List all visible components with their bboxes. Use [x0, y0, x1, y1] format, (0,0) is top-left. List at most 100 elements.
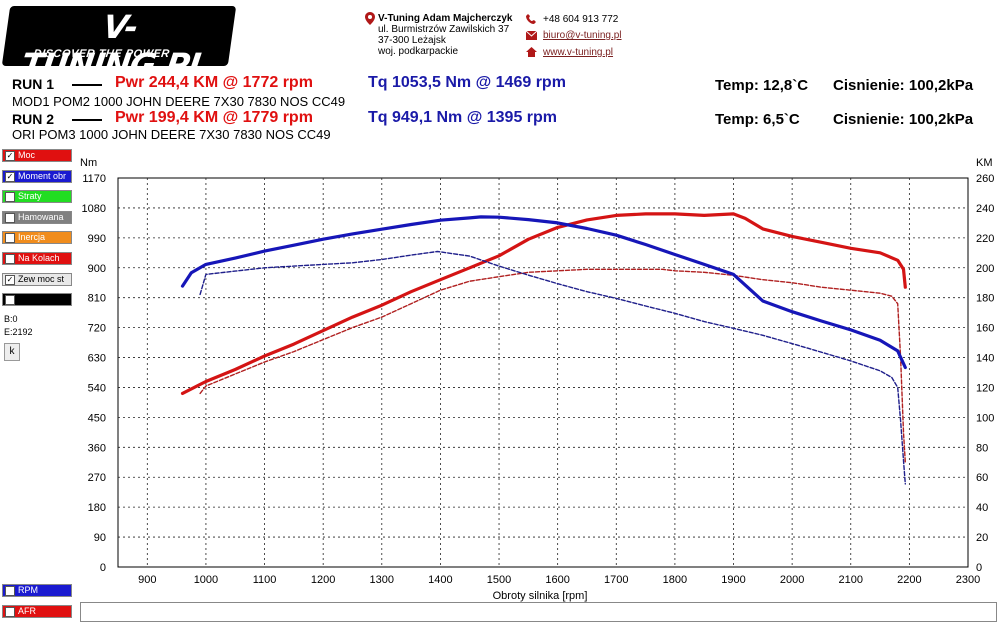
y-left-tick-label: 990: [88, 233, 106, 245]
legend-item-4[interactable]: Inercja: [2, 231, 72, 245]
phone-icon: [526, 14, 536, 24]
y-right-tick-label: 120: [976, 382, 994, 394]
run1-pressure: Cisnienie: 100,2kPa: [833, 77, 974, 94]
run1-line-sample: [72, 84, 102, 86]
run2-line-sample: [72, 119, 102, 121]
status-bar: [80, 602, 997, 622]
x-tick-label: 1100: [253, 574, 277, 586]
y-left-tick-label: 360: [88, 442, 106, 454]
y-left-tick-label: 540: [88, 382, 106, 394]
legend-label: Moc: [18, 150, 36, 160]
x-tick-label: 2100: [839, 574, 863, 586]
legend-label: Zew moc st: [18, 273, 65, 284]
series-line-0: [180, 212, 907, 395]
contact-phone: +48 604 913 772: [543, 14, 619, 25]
chart-axes: 900 1000 1100 1200 1300 1400 1500 1600 1700 1800 1…: [82, 173, 995, 586]
run1-temp: Temp: 12,8`C: [715, 77, 809, 94]
y-right-tick-label: 240: [976, 203, 994, 215]
run2-temp: Temp: 6,5`C: [715, 111, 800, 128]
legend-checkbox[interactable]: [5, 606, 15, 617]
legend-item-7[interactable]: [2, 293, 72, 307]
contact-email[interactable]: biuro@v-tuning.pl: [543, 30, 622, 41]
y-axis-left-label: Nm: [80, 157, 97, 169]
x-axis-label: Obroty silnika [rpm]: [493, 590, 588, 602]
y-left-tick-label: 1170: [82, 173, 106, 185]
contact-address: V-Tuning Adam Majcherczyk ul. Burmistrzó…: [378, 13, 512, 57]
y-left-tick-label: 630: [88, 353, 106, 365]
legend-label: RPM: [18, 585, 38, 595]
run2-label: RUN 2: [12, 111, 55, 127]
y-left-tick-label: 810: [88, 293, 106, 305]
run1-label: RUN 1: [12, 76, 55, 92]
k-button[interactable]: k: [4, 343, 20, 361]
run2-pressure: Cisnienie: 100,2kPa: [833, 111, 974, 128]
run1-torque: Tq 1053,5 Nm @ 1469 rpm: [368, 74, 566, 91]
y-right-tick-label: 200: [976, 263, 994, 275]
address-street: ul. Burmistrzów Zawilskich 37: [378, 24, 510, 35]
y-right-tick-label: 60: [976, 472, 988, 484]
legend-checkbox[interactable]: [5, 212, 15, 223]
y-left-tick-label: 450: [88, 412, 106, 424]
legend-label: Moment obr: [18, 170, 67, 181]
x-tick-label: 1900: [721, 574, 745, 586]
y-left-tick-label: 0: [100, 562, 106, 574]
y-right-tick-label: 140: [976, 353, 994, 365]
series-line-1: [199, 268, 906, 463]
legend-bottom-item-1[interactable]: AFR: [2, 604, 72, 618]
legend-item-6[interactable]: ✓ Zew moc st: [2, 272, 72, 286]
legend-checkbox[interactable]: ✓: [5, 274, 15, 285]
y-right-tick-label: 160: [976, 323, 994, 335]
run2-description: ORI POM3 1000 JOHN DEERE 7X30 7830 NOS C…: [12, 127, 331, 142]
logo-tagline: DISCOVER THE POWER: [32, 48, 171, 60]
run1-description: MOD1 POM2 1000 JOHN DEERE 7X30 7830 NOS …: [12, 94, 346, 109]
legend-item-5[interactable]: Na Kolach: [2, 252, 72, 265]
x-tick-label: 900: [138, 574, 156, 586]
run2-torque: Tq 949,1 Nm @ 1395 rpm: [368, 109, 558, 126]
y-left-tick-label: 180: [88, 502, 106, 514]
x-tick-label: 2200: [897, 574, 921, 586]
chart-series: [180, 212, 907, 485]
series-line-2: [180, 215, 907, 370]
legend-item-1[interactable]: ✓ Moment obr: [2, 169, 72, 183]
y-right-tick-label: 180: [976, 293, 994, 305]
series-line-3: [199, 250, 906, 485]
x-tick-label: 1000: [194, 574, 218, 586]
legend-item-3[interactable]: Hamowana: [2, 210, 72, 224]
run2-power: Pwr 199,4 KM @ 1779 rpm: [115, 109, 313, 126]
legend-label: Straty: [18, 191, 42, 202]
y-right-tick-label: 20: [976, 532, 988, 544]
company-name: V-Tuning Adam Majcherczyk: [378, 13, 513, 24]
home-icon: [526, 47, 537, 57]
legend-bottom-item-0[interactable]: RPM: [2, 584, 72, 597]
y-axis-right-label: KM: [976, 157, 993, 169]
legend-label: Na Kolach: [18, 253, 60, 263]
y-right-tick-label: 40: [976, 502, 988, 514]
marker-e: E:2192: [4, 327, 33, 337]
legend-checkbox[interactable]: [5, 233, 15, 244]
location-pin-icon: [365, 12, 375, 25]
legend-checkbox[interactable]: ✓: [5, 171, 15, 182]
marker-b: B:0: [4, 314, 18, 324]
email-icon: [526, 31, 537, 40]
address-city: 37-300 Leżajsk: [378, 35, 446, 46]
legend-checkbox[interactable]: [5, 586, 15, 596]
x-tick-label: 1300: [370, 574, 394, 586]
x-tick-label: 2300: [956, 574, 980, 586]
y-right-tick-label: 0: [976, 562, 982, 574]
address-region: woj. podkarpackie: [378, 46, 459, 57]
x-tick-label: 1700: [604, 574, 628, 586]
legend-label: AFR: [18, 605, 36, 616]
legend-checkbox[interactable]: [5, 254, 15, 264]
v-tuning-logo: V-TUNING.PL DISCOVER THE POWER: [1, 6, 237, 66]
legend-label: Hamowana: [18, 211, 64, 222]
legend-item-0[interactable]: ✓ Moc: [2, 149, 72, 162]
y-left-tick-label: 90: [94, 532, 106, 544]
legend-checkbox[interactable]: ✓: [5, 151, 15, 161]
x-tick-label: 2000: [780, 574, 804, 586]
legend-checkbox[interactable]: [5, 295, 15, 306]
legend-item-2[interactable]: Straty: [2, 190, 72, 204]
contact-website[interactable]: www.v-tuning.pl: [543, 47, 614, 58]
x-tick-label: 1800: [663, 574, 687, 586]
legend-checkbox[interactable]: [5, 192, 15, 203]
y-right-tick-label: 100: [976, 412, 994, 424]
